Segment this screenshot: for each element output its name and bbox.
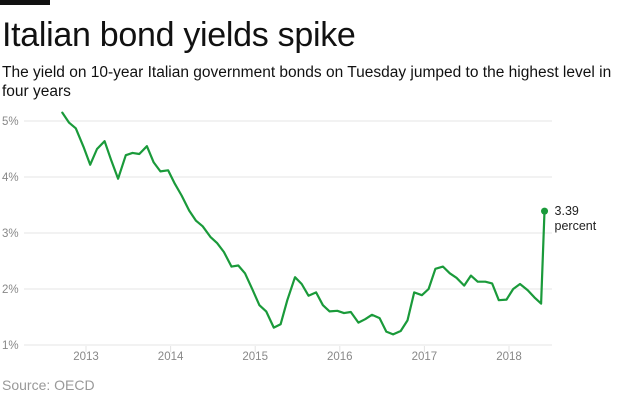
chart-subtitle: The yield on 10-year Italian government … (2, 64, 612, 100)
source-note: Source: OECD (2, 377, 95, 393)
x-tick-label: 2015 (242, 351, 268, 363)
annotation-unit-label: percent (555, 219, 597, 233)
annotation-value-label: 3.39 (555, 204, 579, 218)
y-tick-label: 5% (2, 116, 19, 128)
yield-series-line (61, 111, 546, 336)
y-tick-label: 2% (2, 284, 19, 296)
x-tick-label: 2016 (327, 351, 353, 363)
line-chart: 1% 2% 3% 4% 5% 2013 2014 2015 2016 2017 2018 3.39pe… (2, 111, 597, 363)
y-tick-label: 4% (2, 172, 19, 184)
title-accent-bar (0, 0, 50, 5)
x-tick-label: 2018 (496, 351, 522, 363)
chart-title: Italian bond yields spike (2, 16, 356, 54)
x-tick-label: 2017 (412, 351, 438, 363)
endpoint-marker (541, 207, 549, 215)
y-tick-label: 1% (2, 340, 19, 352)
x-tick-label: 2014 (158, 351, 184, 363)
x-tick-label: 2013 (73, 351, 99, 363)
y-tick-label: 3% (2, 228, 19, 240)
